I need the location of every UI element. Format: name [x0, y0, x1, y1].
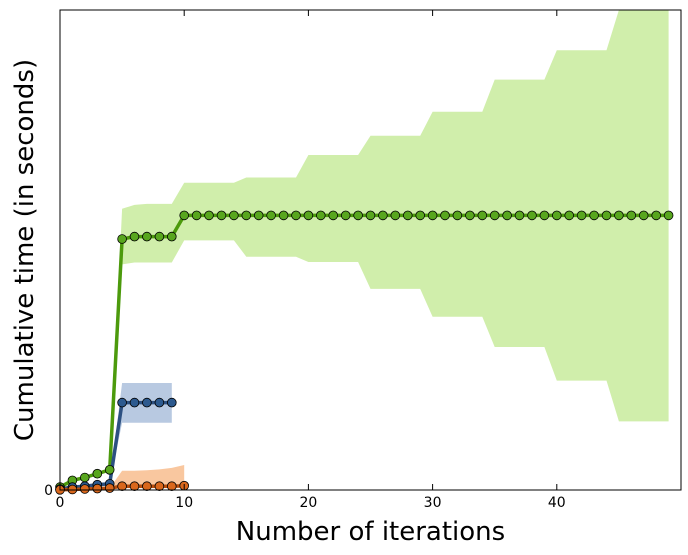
series-0-point	[291, 210, 301, 221]
series-0-point	[539, 210, 550, 221]
series-0-point	[129, 231, 140, 242]
series-0-point	[440, 210, 450, 221]
series-2-point	[129, 481, 140, 492]
series-0-point	[378, 210, 388, 221]
series-0-point	[92, 468, 103, 479]
series-0-point	[278, 210, 289, 221]
series-0-point	[80, 472, 90, 483]
series-2-point	[142, 481, 152, 492]
series-0-point	[514, 210, 525, 221]
series-1-point	[167, 397, 177, 408]
series-0-point	[328, 210, 339, 221]
x-tick-label: 10	[175, 495, 193, 511]
series-0-point	[651, 210, 661, 221]
series-0-point	[253, 210, 264, 221]
series-0-point	[551, 210, 562, 221]
x-tick-label: 30	[424, 495, 442, 511]
series-2-point	[104, 483, 115, 493]
series-0-point	[117, 234, 127, 244]
series-0-point	[390, 210, 401, 221]
series-0-point	[601, 210, 612, 221]
series-0-point	[340, 210, 351, 221]
series-0-point	[266, 210, 276, 221]
plot-frame	[59, 9, 682, 491]
series-0-point	[415, 210, 426, 221]
x-tick-label: 20	[299, 495, 317, 511]
y-tick-label: 0	[44, 483, 53, 499]
x-axis-ticks: 0 10 20 30 40	[56, 10, 566, 511]
series-0-point	[216, 210, 227, 221]
series-1-point	[117, 397, 127, 408]
series-2-band	[60, 465, 185, 490]
series-0-point	[576, 210, 587, 221]
series-0-point	[229, 210, 239, 221]
series-markers	[55, 210, 674, 495]
series-0-point	[191, 210, 202, 221]
x-axis-label: Number of iterations	[236, 517, 505, 547]
series-0-point	[502, 210, 512, 221]
series-0-point	[142, 231, 152, 242]
series-0-point	[315, 210, 326, 221]
series-0-point	[663, 210, 674, 221]
series-0-point	[465, 210, 475, 221]
y-axis-ticks: 0	[44, 483, 681, 499]
series-0-band	[60, 10, 669, 488]
series-0-point	[402, 210, 413, 221]
series-1-point	[154, 397, 165, 408]
series-0-point	[154, 231, 165, 242]
series-0-point	[427, 210, 438, 221]
series-2-point	[80, 484, 90, 494]
series-0-point	[489, 210, 500, 221]
x-tick-label: 40	[548, 495, 566, 511]
series-0-point	[527, 210, 537, 221]
series-0-point	[589, 210, 599, 221]
series-1-point	[129, 397, 140, 408]
series-0-point	[452, 210, 463, 221]
series-0-point	[614, 210, 624, 221]
series-0-point	[564, 210, 574, 221]
series-2-point	[167, 481, 177, 492]
series-0-point	[626, 210, 637, 221]
series-0-point	[303, 210, 314, 221]
series-1-line	[59, 400, 172, 491]
confidence-bands	[60, 10, 669, 490]
series-2-point	[117, 481, 127, 492]
series-0-point	[167, 231, 177, 242]
series-0-point	[204, 210, 214, 221]
series-0-point	[365, 210, 376, 221]
series-1-point	[142, 397, 152, 408]
x-tick-label: 0	[56, 495, 65, 511]
series-0-point	[638, 210, 649, 221]
series-0-point	[179, 210, 190, 221]
series-0-point	[477, 210, 488, 221]
series-0-point	[104, 464, 115, 475]
series-0-point	[241, 210, 252, 221]
y-axis-label: Cumulative time (in seconds)	[10, 59, 40, 441]
series-2-point	[154, 481, 165, 492]
series-2-point	[92, 483, 103, 494]
series-0-point	[353, 210, 363, 221]
